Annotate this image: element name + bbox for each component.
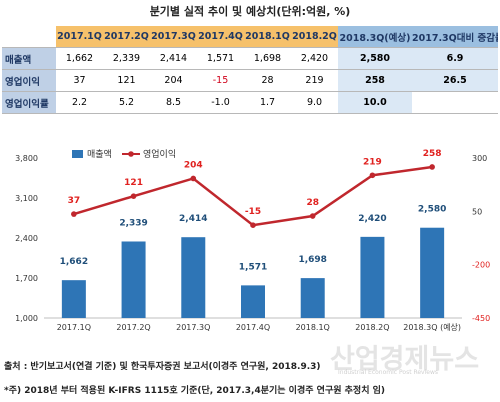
- x-tick-label: 2017.4Q: [236, 323, 270, 332]
- y-tick-label-left: 2,400: [15, 234, 38, 243]
- y-tick-label-right: 50: [472, 207, 482, 216]
- bar: [300, 278, 325, 318]
- line-point: [130, 193, 137, 199]
- table-cell: 9.0: [291, 91, 338, 114]
- table-cell: 1,698: [244, 47, 291, 70]
- column-header: 2017.3Q: [150, 26, 197, 48]
- watermark-subtitle: Industrial Economic Post Reviews: [338, 369, 438, 376]
- table-cell: 8.5: [150, 91, 197, 114]
- line-point: [429, 164, 435, 170]
- bar-value-label: 2,420: [358, 214, 386, 224]
- line-value-label: -15: [245, 207, 261, 217]
- line-point: [250, 222, 256, 228]
- bar-value-label: 2,339: [119, 218, 147, 228]
- row-label: 영업이익: [2, 69, 56, 92]
- table-cell: 1,662: [56, 47, 103, 70]
- column-header: 2017.2Q: [103, 26, 150, 48]
- page-title: 분기별 실적 추이 및 예상치(단위:억원, %): [149, 5, 351, 18]
- table-row-operating-margin: 영업이익률 2.2 5.2 8.5 -1.0 1.7 9.0 10.0: [2, 91, 498, 114]
- column-header: 2017.4Q: [197, 26, 244, 48]
- footnote: *주) 2018년 부터 적용된 K-IFRS 1115호 기준(단, 2017…: [4, 386, 385, 396]
- legend-label-sales: 매출액: [87, 148, 112, 160]
- row-label: 영업이익률: [2, 91, 56, 114]
- table-cell: 2.2: [56, 91, 103, 114]
- summary-table: 2017.1Q 2017.2Q 2017.3Q 2017.4Q 2018.1Q …: [2, 26, 498, 114]
- x-tick-label: 2018.1Q: [296, 323, 330, 332]
- table-cell: -15: [197, 69, 244, 92]
- table-cell: 26.5: [412, 69, 498, 92]
- y-tick-label-left: 1,700: [15, 274, 38, 283]
- table-cell: 2,580: [338, 47, 412, 70]
- bar: [61, 280, 86, 318]
- table-cell: 204: [150, 69, 197, 92]
- bar: [181, 237, 206, 318]
- watermark-logo: 산업경제뉴스: [330, 344, 480, 375]
- column-header-change: 2017.3Q대비 증감률: [412, 26, 498, 48]
- y-tick-label-left: 3,800: [15, 154, 38, 163]
- table-cell: 2,420: [291, 47, 338, 70]
- table-corner-cell: [2, 26, 56, 48]
- column-header: 2018.1Q: [244, 26, 291, 48]
- row-label: 매출액: [2, 47, 56, 70]
- legend-marker-operating-profit: [128, 151, 134, 157]
- combo-chart: 3,800 3,100 2,400 1,700 1,000 300 50 -200 -450 1,…: [15, 148, 490, 332]
- table-cell: 1,571: [197, 47, 244, 70]
- table-cell: 2,414: [150, 47, 197, 70]
- line-value-label: 37: [68, 196, 81, 206]
- y-tick-label-right: -450: [472, 314, 490, 323]
- x-tick-label: 2017.1Q: [57, 323, 91, 332]
- line-value-label: 121: [124, 178, 143, 188]
- table-cell: 258: [338, 69, 412, 92]
- bar-value-label: 1,662: [60, 257, 88, 267]
- bar-value-label: 2,580: [418, 205, 446, 215]
- table-cell: 37: [56, 69, 103, 92]
- table-cell: 6.9: [412, 47, 498, 70]
- bar-value-label: 1,571: [239, 262, 267, 272]
- table-row-sales: 매출액 1,662 2,339 2,414 1,571 1,698 2,420 …: [2, 47, 498, 70]
- table-cell: [412, 91, 498, 114]
- source-note: 출처 : 반기보고서(연결 기준) 및 한국투자증권 보고서(이경주 연구원, …: [4, 362, 321, 372]
- line-point: [309, 213, 316, 219]
- line-value-label: 28: [306, 198, 319, 208]
- line-point: [190, 175, 197, 182]
- table-cell: 5.2: [103, 91, 150, 114]
- bar: [121, 241, 146, 318]
- table-cell: 219: [291, 69, 338, 92]
- x-tick-label: 2017.2Q: [116, 323, 150, 332]
- column-header-forecast: 2018.3Q(예상): [338, 26, 412, 48]
- column-header: 2017.1Q: [56, 26, 103, 48]
- table-header-row: 2017.1Q 2017.2Q 2017.3Q 2017.4Q 2018.1Q …: [2, 26, 498, 48]
- line-point: [369, 172, 376, 179]
- y-tick-label-right: 300: [472, 154, 487, 163]
- line-value-label: 258: [423, 149, 442, 159]
- line-point: [71, 211, 77, 217]
- y-tick-label-left: 3,100: [15, 194, 38, 203]
- y-tick-label-right: -200: [472, 261, 490, 270]
- bar: [360, 236, 385, 318]
- column-header: 2018.2Q: [291, 26, 338, 48]
- x-tick-label: 2017.3Q: [176, 323, 210, 332]
- legend-label-operating-profit: 영업이익: [143, 148, 176, 160]
- legend-swatch-sales: [72, 150, 83, 158]
- table-row-operating-profit: 영업이익 37 121 204 -15 28 219 258 26.5: [2, 69, 498, 92]
- bar-value-label: 2,414: [179, 214, 207, 224]
- bar: [420, 227, 445, 318]
- bar-value-label: 1,698: [298, 255, 326, 265]
- table-cell: 121: [103, 69, 150, 92]
- table-cell: 28: [244, 69, 291, 92]
- x-tick-label: 2018.2Q: [355, 323, 389, 332]
- table-cell: 2,339: [103, 47, 150, 70]
- y-tick-label-left: 1,000: [15, 314, 38, 323]
- table-cell: 1.7: [244, 91, 291, 114]
- line-value-label: 204: [184, 160, 203, 170]
- table-cell: 10.0: [338, 91, 412, 114]
- bar: [241, 285, 265, 318]
- line-value-label: 219: [363, 157, 382, 167]
- table-cell: -1.0: [197, 91, 244, 114]
- x-tick-label: 2018.3Q (예상): [403, 322, 461, 332]
